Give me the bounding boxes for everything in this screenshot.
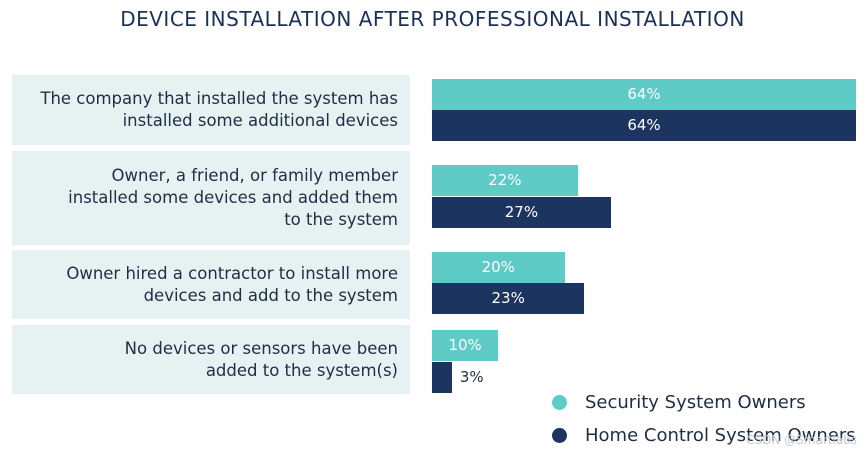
category-label-box: No devices or sensors have been added to … [12, 325, 410, 394]
legend-swatch-home-control [552, 428, 567, 443]
bar [432, 252, 565, 283]
bar [432, 362, 452, 393]
category-label: No devices or sensors have been added to … [125, 338, 398, 382]
watermark: CSDN @Smartlabs [746, 433, 857, 447]
category-label-line: Owner, a friend, or family member [111, 166, 398, 185]
category-label-line: installed some devices and added them [68, 188, 398, 207]
category-label-line: devices and add to the system [143, 285, 398, 305]
category-label-line: No devices or sensors have been [124, 338, 398, 358]
data-label: 3% [459, 368, 484, 386]
legend-item-security: Security System Owners [552, 392, 806, 413]
data-label: 64% [627, 85, 661, 103]
data-label: 22% [488, 171, 522, 189]
category-label-line: The company that installed the system ha… [40, 89, 398, 108]
category-label: Owner hired a contractor to install more… [66, 263, 398, 307]
legend-item-home-control: Home Control System Owners [552, 425, 856, 446]
category-label-box: The company that installed the system ha… [12, 75, 410, 145]
bar [432, 330, 499, 361]
data-label: 20% [481, 258, 515, 276]
category-label-box: Owner hired a contractor to install more… [12, 250, 410, 319]
legend-label-security: Security System Owners [585, 392, 806, 413]
bar [432, 79, 856, 110]
bar [432, 197, 611, 228]
category-label-line: to the system [284, 210, 398, 229]
bar [432, 165, 578, 196]
data-label: 23% [491, 289, 525, 307]
category-label-line: installed some additional devices [122, 111, 398, 130]
category-label: Owner, a friend, or family member install… [68, 165, 398, 231]
category-label-line: added to the system(s) [205, 360, 398, 380]
legend-label-home-control: Home Control System Owners [585, 425, 856, 446]
data-label: 64% [627, 116, 661, 134]
category-label-box: Owner, a friend, or family member install… [12, 151, 410, 245]
bar [432, 283, 585, 314]
category-label-line: Owner hired a contractor to install more [66, 263, 398, 283]
data-label: 10% [448, 336, 482, 354]
chart-title: DEVICE INSTALLATION AFTER PROFESSIONAL I… [120, 7, 745, 31]
data-label: 27% [504, 203, 539, 221]
bar [432, 110, 856, 141]
legend-swatch-security [552, 395, 567, 410]
category-label: The company that installed the system ha… [40, 88, 398, 132]
